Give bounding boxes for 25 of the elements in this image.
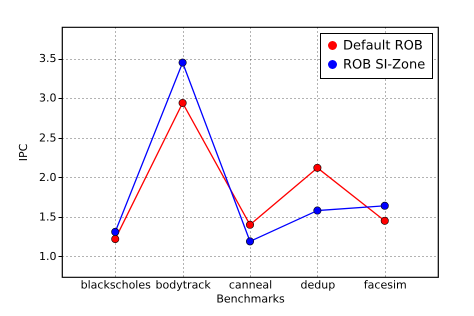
y-tick-label: 3.5: [39, 52, 56, 66]
x-tick-label: facesim: [364, 278, 407, 292]
point: [178, 58, 187, 67]
y-tick-label: 2.5: [39, 131, 56, 144]
point: [380, 202, 389, 210]
x-tick-label: canneal: [228, 278, 272, 292]
point: [178, 98, 187, 107]
legend-label: ROB SI-Zone: [343, 58, 426, 72]
y-tick-label: 2.0: [39, 170, 56, 184]
point: [111, 235, 120, 244]
legend-label: Default ROB: [343, 38, 423, 54]
y-tick-label: 1.0: [39, 250, 56, 263]
point: [313, 206, 322, 215]
y-tick-label: 3.0: [39, 92, 56, 105]
x-tick-label: bodytrack: [156, 278, 212, 292]
y-tick-label: 1.5: [39, 210, 56, 224]
point: [380, 216, 389, 225]
point: [313, 164, 322, 172]
x-tick-label: dedup: [300, 278, 336, 292]
point: [246, 237, 254, 246]
x-axis-title: Benchmarks: [216, 292, 285, 306]
y-axis-title: IPC: [17, 143, 30, 162]
point: [246, 220, 254, 229]
x-tick-label: blackscholes: [80, 278, 152, 292]
point: [111, 228, 120, 236]
